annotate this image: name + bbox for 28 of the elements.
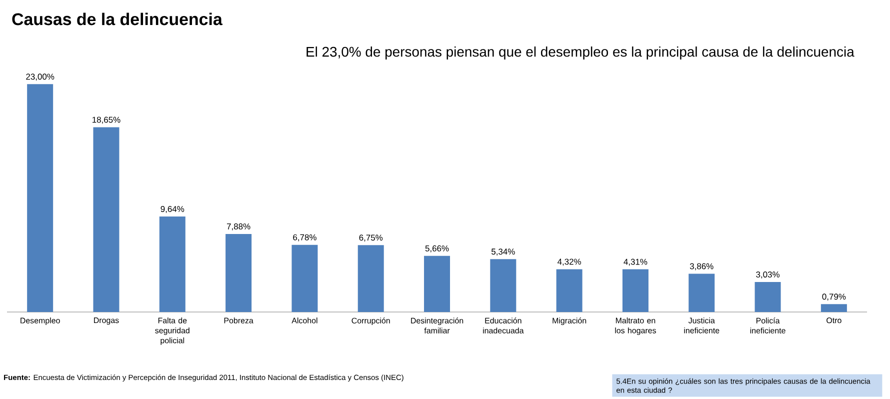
bar bbox=[622, 269, 648, 312]
bar bbox=[27, 84, 54, 312]
chart-title: Causas de la delincuencia bbox=[12, 12, 222, 26]
data-label: 6,75% bbox=[359, 234, 383, 242]
data-label: 3,86% bbox=[690, 263, 714, 270]
data-label: 18,65% bbox=[92, 116, 120, 124]
bar bbox=[159, 216, 186, 312]
data-label: 7,88% bbox=[226, 223, 250, 230]
data-label: 0,79% bbox=[822, 294, 846, 301]
bar bbox=[424, 256, 450, 312]
bar bbox=[556, 269, 582, 312]
chart-subtitle: El 23,0% de personas piensan que el desempleo es la principal causa de la delincuencia bbox=[306, 46, 854, 60]
bar bbox=[754, 282, 781, 312]
bar bbox=[490, 259, 516, 312]
data-label: 3,03% bbox=[756, 271, 780, 278]
data-label: 5,66% bbox=[425, 245, 449, 252]
data-label: 6,78% bbox=[293, 234, 316, 242]
data-label: 23,00% bbox=[26, 74, 54, 81]
bar bbox=[93, 127, 120, 312]
bar bbox=[226, 234, 252, 312]
data-label: 4,32% bbox=[558, 258, 582, 266]
bar bbox=[688, 274, 715, 312]
bar bbox=[358, 245, 384, 312]
bar bbox=[292, 244, 318, 312]
data-label: 4,31% bbox=[624, 258, 648, 266]
data-label: 5,34% bbox=[492, 248, 515, 256]
bar bbox=[820, 304, 847, 312]
data-label: 9,64% bbox=[160, 206, 184, 213]
